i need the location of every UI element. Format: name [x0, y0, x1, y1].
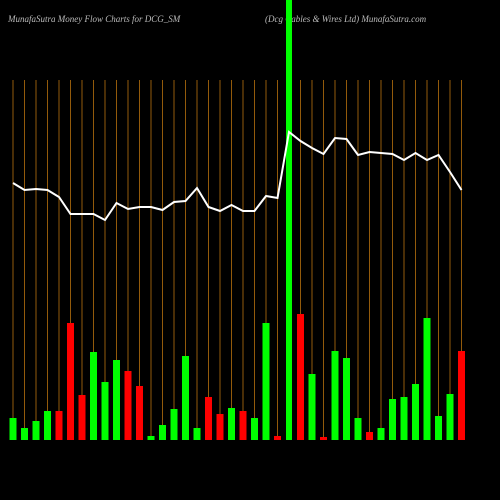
bar: [101, 382, 109, 440]
bar: [251, 418, 258, 440]
bar: [354, 418, 362, 440]
bar: [320, 437, 327, 440]
bar: [21, 428, 28, 440]
bar: [67, 323, 74, 440]
highlight-bar: [286, 0, 292, 440]
bar: [262, 323, 270, 440]
bar: [9, 418, 17, 440]
chart-title: MunafaSutra Money Flow Charts for DCG_SM: [7, 14, 181, 24]
line: [12, 130, 463, 222]
bar: [124, 371, 132, 440]
bar: [400, 397, 408, 440]
bar: [170, 409, 178, 440]
bar: [147, 436, 155, 440]
bar: [205, 397, 212, 440]
bar: [32, 421, 40, 440]
bar: [343, 358, 350, 440]
chart-subtitle: (Dcg Cables & Wires Ltd) MunafaSutra.com: [265, 14, 427, 24]
bar: [377, 428, 385, 440]
bar: [412, 384, 419, 440]
bar: [113, 360, 120, 440]
bar: [239, 411, 247, 440]
bar: [55, 411, 63, 440]
bar: [435, 416, 442, 440]
bar: [78, 395, 86, 440]
bar: [308, 374, 316, 440]
bar: [159, 425, 166, 440]
bar: [216, 414, 224, 440]
bar: [331, 351, 339, 440]
bar: [389, 399, 396, 440]
bar: [90, 352, 97, 440]
bar: [228, 408, 235, 440]
bar: [446, 394, 454, 440]
bar: [458, 351, 465, 440]
bar: [44, 411, 51, 440]
bar: [136, 386, 143, 440]
bar: [423, 318, 431, 440]
bar: [366, 432, 373, 440]
bar: [193, 428, 201, 440]
bar: [182, 356, 189, 440]
bar: [274, 436, 281, 440]
bar: [297, 314, 304, 440]
